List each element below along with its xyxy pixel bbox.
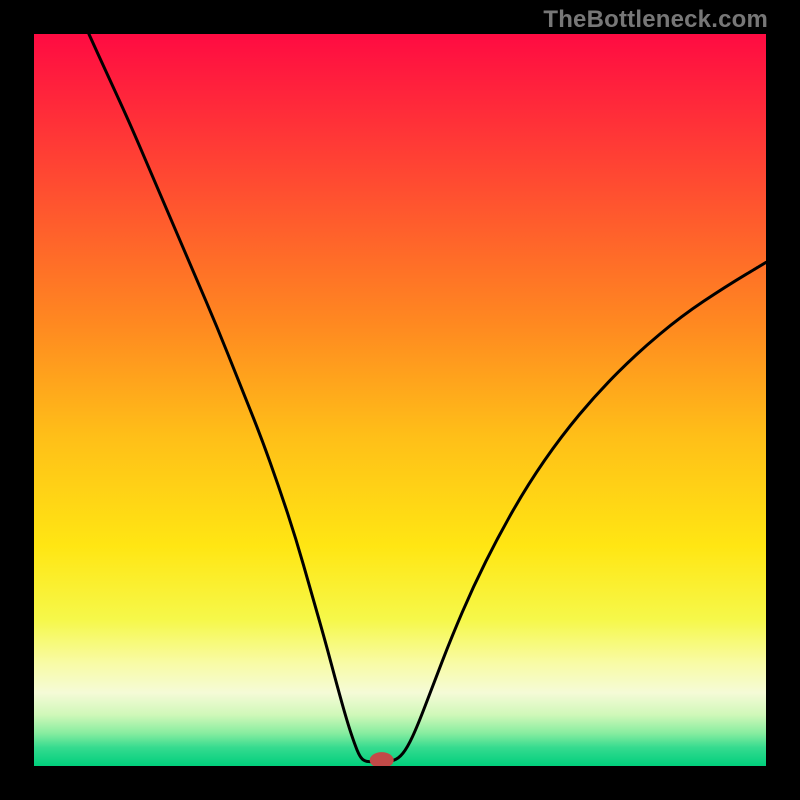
gradient-background [34, 34, 766, 766]
chart-frame: TheBottleneck.com [0, 0, 800, 800]
plot-area [34, 34, 766, 766]
watermark-text: TheBottleneck.com [543, 6, 768, 34]
chart-svg [34, 34, 766, 766]
